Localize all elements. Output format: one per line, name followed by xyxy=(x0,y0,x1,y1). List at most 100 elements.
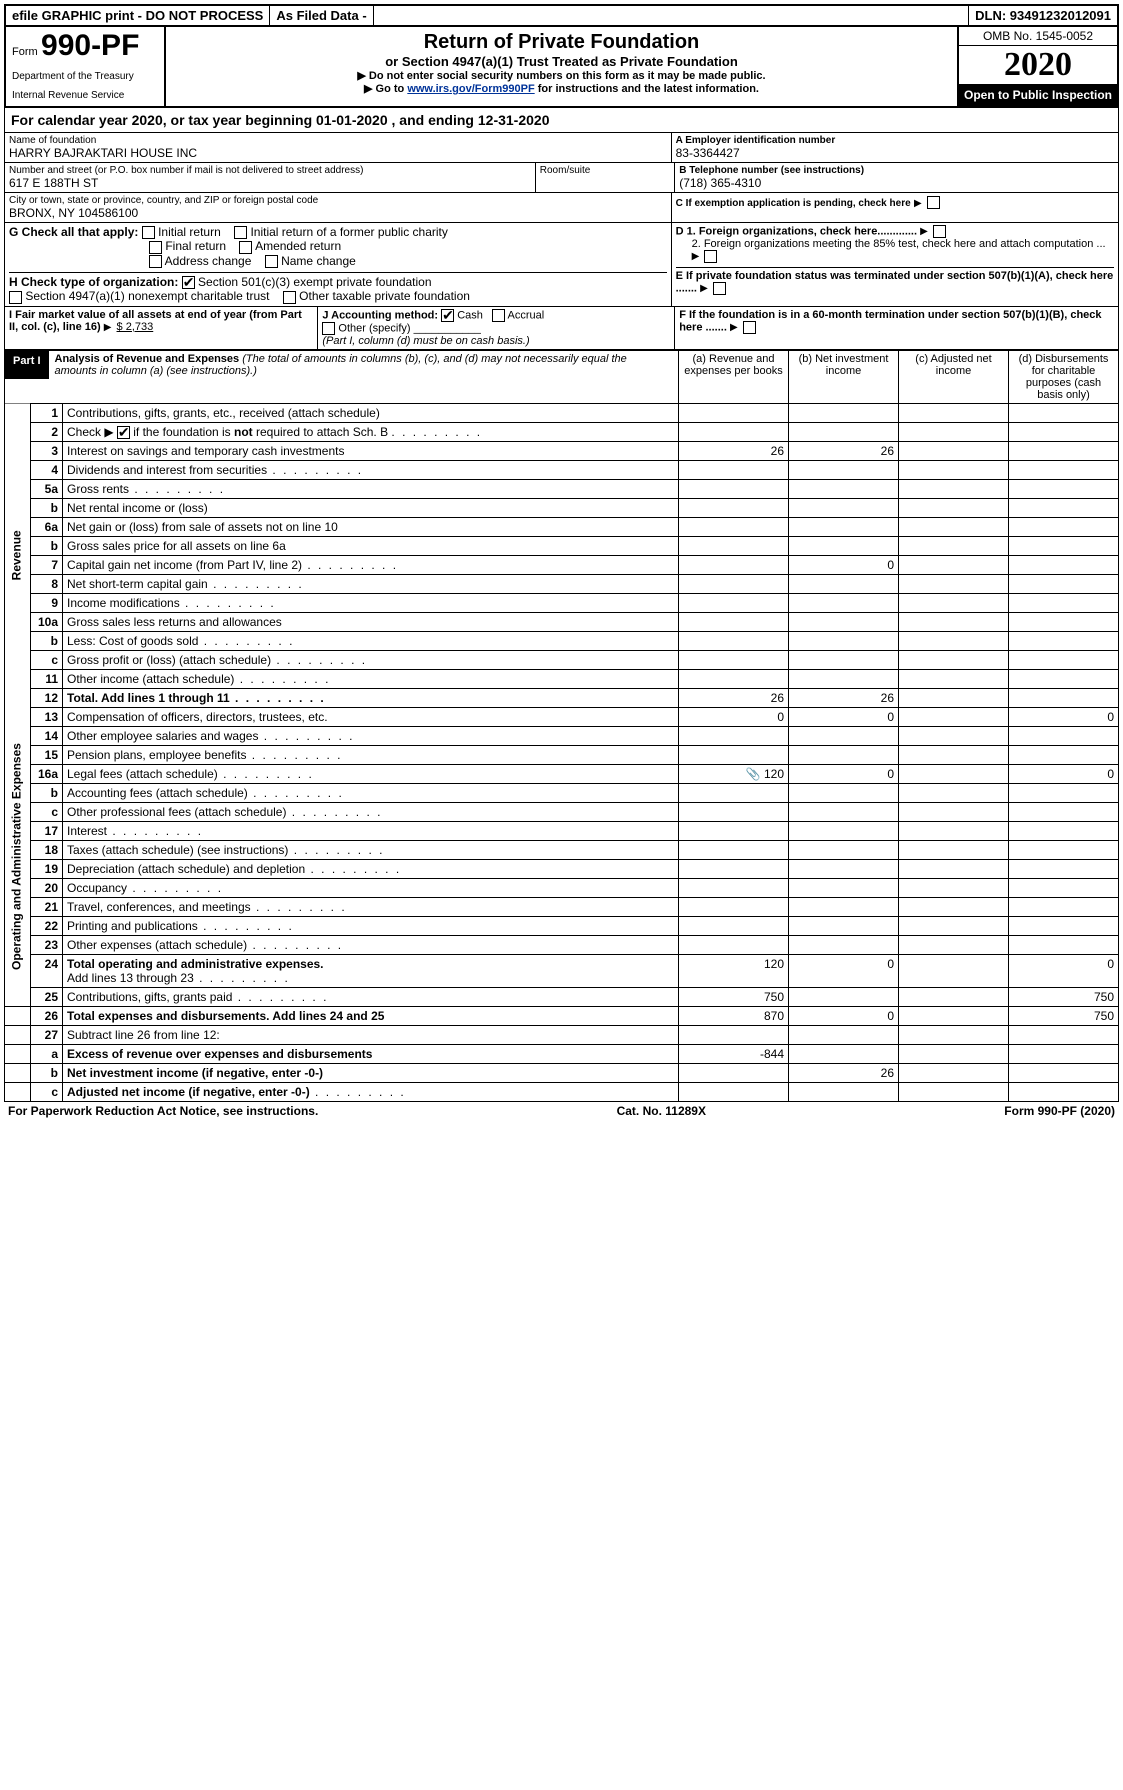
line-4: 4Dividends and interest from securities xyxy=(5,460,1119,479)
other-method-checkbox[interactable] xyxy=(322,322,335,335)
revenue-side-label: Revenue xyxy=(5,403,31,707)
line-18: 18Taxes (attach schedule) (see instructi… xyxy=(5,840,1119,859)
tax-year: 2020 xyxy=(959,46,1117,84)
catalog-number: Cat. No. 11289X xyxy=(617,1104,706,1118)
part1-table: Part I Analysis of Revenue and Expenses … xyxy=(4,350,1119,1102)
line-24: 24Total operating and administrative exp… xyxy=(5,954,1119,987)
line-6b: bGross sales price for all assets on lin… xyxy=(5,536,1119,555)
warning-ssn: ▶ Do not enter social security numbers o… xyxy=(174,69,949,82)
accrual-checkbox[interactable] xyxy=(492,309,505,322)
g-amended-checkbox[interactable] xyxy=(239,241,252,254)
street-addr: 617 E 188TH ST xyxy=(9,176,531,190)
f-checkbox[interactable] xyxy=(743,321,756,334)
h-line-2: Section 4947(a)(1) nonexempt charitable … xyxy=(9,289,667,303)
d2-line: 2. Foreign organizations meeting the 85%… xyxy=(676,238,1114,263)
pending-checkbox[interactable] xyxy=(927,196,940,209)
city-label: City or town, state or province, country… xyxy=(9,195,667,206)
line-19: 19Depreciation (attach schedule) and dep… xyxy=(5,859,1119,878)
form-ref: Form 990-PF (2020) xyxy=(1004,1104,1115,1118)
d1-line: D 1. Foreign organizations, check here..… xyxy=(676,225,1114,238)
line-8: 8Net short-term capital gain xyxy=(5,574,1119,593)
line-5b: bNet rental income or (loss) xyxy=(5,498,1119,517)
room-label: Room/suite xyxy=(540,165,670,176)
line-27b: bNet investment income (if negative, ent… xyxy=(5,1063,1119,1082)
open-public-badge: Open to Public Inspection xyxy=(959,84,1117,106)
schb-checkbox[interactable] xyxy=(117,426,130,439)
phone-label: B Telephone number (see instructions) xyxy=(679,165,1114,176)
line-5a: 5aGross rents xyxy=(5,479,1119,498)
form-word: Form xyxy=(12,46,38,58)
irs-label: Internal Revenue Service xyxy=(12,90,158,101)
g-initial-checkbox[interactable] xyxy=(142,226,155,239)
identity-row-1: Name of foundation HARRY BAJRAKTARI HOUS… xyxy=(4,133,1119,163)
title-block: Return of Private Foundation or Section … xyxy=(166,27,957,106)
cash-checkbox[interactable] xyxy=(441,309,454,322)
line-20: 20Occupancy xyxy=(5,878,1119,897)
form-subtitle: or Section 4947(a)(1) Trust Treated as P… xyxy=(174,54,949,69)
city-value: BRONX, NY 104586100 xyxy=(9,206,667,220)
form-title: Return of Private Foundation xyxy=(174,31,949,54)
line-22: 22Printing and publications xyxy=(5,916,1119,935)
e-line: E If private foundation status was termi… xyxy=(676,267,1114,295)
line-17: 17Interest xyxy=(5,821,1119,840)
fmv-value: $ 2,733 xyxy=(117,321,154,333)
line-2: 2 Check ▶ if the foundation is not requi… xyxy=(5,422,1119,441)
line-25: 25Contributions, gifts, grants paid75075… xyxy=(5,987,1119,1006)
line-27: 27Subtract line 26 from line 12: xyxy=(5,1025,1119,1044)
line-15: 15Pension plans, employee benefits xyxy=(5,745,1119,764)
form-header: Form 990-PF Department of the Treasury I… xyxy=(4,27,1119,108)
ein-value: 83-3364427 xyxy=(676,146,1114,160)
g-final-checkbox[interactable] xyxy=(149,241,162,254)
g-line: G Check all that apply: Initial return I… xyxy=(9,225,667,239)
addr-label: Number and street (or P.O. box number if… xyxy=(9,165,531,176)
h-line: H Check type of organization: Section 50… xyxy=(9,272,667,289)
d1-checkbox[interactable] xyxy=(933,225,946,238)
g-line-3: Address change Name change xyxy=(9,254,667,268)
arrow-icon xyxy=(920,225,930,237)
line-7: 7Capital gain net income (from Part IV, … xyxy=(5,555,1119,574)
line-12: 12Total. Add lines 1 through 112626 xyxy=(5,688,1119,707)
d2-checkbox[interactable] xyxy=(704,250,717,263)
line-10b: bLess: Cost of goods sold xyxy=(5,631,1119,650)
line-14: 14Other employee salaries and wages xyxy=(5,726,1119,745)
foundation-name: HARRY BAJRAKTARI HOUSE INC xyxy=(9,146,667,160)
page-footer: For Paperwork Reduction Act Notice, see … xyxy=(4,1102,1119,1120)
calendar-year-row: For calendar year 2020, or tax year begi… xyxy=(4,108,1119,133)
irs-link[interactable]: www.irs.gov/Form990PF xyxy=(407,83,534,95)
col-b-header: (b) Net investment income xyxy=(789,350,899,403)
attachment-icon[interactable]: 📎 xyxy=(746,767,761,781)
dept-treasury: Department of the Treasury xyxy=(12,71,158,82)
line-10a: 10aGross sales less returns and allowanc… xyxy=(5,612,1119,631)
line-27c: cAdjusted net income (if negative, enter… xyxy=(5,1082,1119,1101)
h-4947-checkbox[interactable] xyxy=(9,291,22,304)
e-checkbox[interactable] xyxy=(713,282,726,295)
line-16a: 16aLegal fees (attach schedule)📎 12000 xyxy=(5,764,1119,783)
omb-number: OMB No. 1545-0052 xyxy=(959,27,1117,46)
arrow-icon xyxy=(692,250,702,262)
line-3: 3Interest on savings and temporary cash … xyxy=(5,441,1119,460)
part1-label: Part I xyxy=(5,351,49,379)
g-d-row: G Check all that apply: Initial return I… xyxy=(4,223,1119,307)
arrow-icon xyxy=(914,195,924,209)
ein-label: A Employer identification number xyxy=(676,135,1114,146)
line-13: Operating and Administrative Expenses 13… xyxy=(5,707,1119,726)
spacer xyxy=(374,6,969,25)
phone-value: (718) 365-4310 xyxy=(679,176,1114,190)
g-address-checkbox[interactable] xyxy=(149,255,162,268)
part1-desc: Analysis of Revenue and Expenses (The to… xyxy=(49,351,678,379)
arrow-icon xyxy=(730,321,740,333)
h-other-checkbox[interactable] xyxy=(283,291,296,304)
g-name-checkbox[interactable] xyxy=(265,255,278,268)
col-d-header: (d) Disbursements for charitable purpose… xyxy=(1009,350,1119,403)
identity-row-2: Number and street (or P.O. box number if… xyxy=(4,163,1119,193)
col-c-header: (c) Adjusted net income xyxy=(899,350,1009,403)
ij-row: I Fair market value of all assets at end… xyxy=(4,307,1119,350)
warning-link: ▶ Go to www.irs.gov/Form990PF for instru… xyxy=(174,82,949,95)
line-21: 21Travel, conferences, and meetings xyxy=(5,897,1119,916)
paperwork-notice: For Paperwork Reduction Act Notice, see … xyxy=(8,1104,318,1118)
h-501c3-checkbox[interactable] xyxy=(182,276,195,289)
year-block: OMB No. 1545-0052 2020 Open to Public In… xyxy=(957,27,1117,106)
g-former-checkbox[interactable] xyxy=(234,226,247,239)
form-id-block: Form 990-PF Department of the Treasury I… xyxy=(6,27,166,106)
line-26: 26Total expenses and disbursements. Add … xyxy=(5,1006,1119,1025)
